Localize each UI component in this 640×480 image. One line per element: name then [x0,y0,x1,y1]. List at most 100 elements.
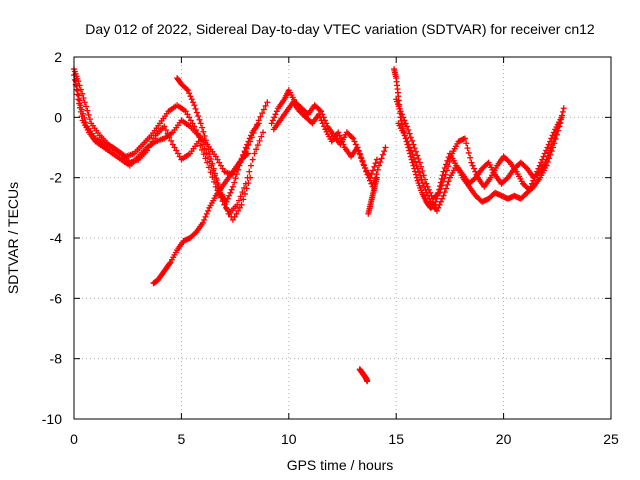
y-tick-label: 0 [54,109,62,125]
data-point [226,210,233,217]
data-point [445,178,452,185]
data-point [556,120,563,127]
data-point [176,153,183,160]
data-point [440,192,447,199]
data-point [212,183,219,190]
data-point [437,198,444,205]
data-point [357,151,364,158]
x-tick-label: 10 [281,431,297,447]
data-point [535,169,542,176]
data-point [205,207,212,214]
data-point [83,103,90,110]
data-point [217,162,224,169]
series-track-i [365,174,380,217]
data-point [244,150,251,157]
data-point [417,172,424,179]
data-point [260,129,267,136]
series-track-h [356,366,371,385]
data-point [371,163,378,170]
data-point [412,171,419,178]
data-point [197,120,204,127]
x-tick-label: 0 [70,431,78,447]
y-tick-label: 2 [54,49,62,65]
data-point [226,192,233,199]
data-point [189,120,196,127]
data-point [245,138,252,145]
data-point [442,171,449,178]
data-point [526,186,533,193]
data-point [339,138,346,145]
x-tick-label: 5 [178,431,186,447]
data-point [415,169,422,176]
data-point [559,108,566,115]
series-track-d [150,150,251,287]
data-point [398,111,405,118]
data-point [414,165,421,172]
data-point [444,181,451,188]
data-point [364,378,371,385]
data-point [359,158,366,165]
data-point [237,158,244,165]
data-point [441,189,448,196]
data-point [193,127,200,134]
data-point [437,186,444,193]
data-point [236,162,243,169]
data-point [318,117,325,124]
data-point [219,165,226,172]
data-point [223,198,230,205]
data-point [382,144,389,151]
data-point [182,108,189,115]
data-point [421,183,428,190]
data-point [409,151,416,158]
data-point [227,189,234,196]
data-point [321,123,328,130]
data-point [316,107,323,114]
data-point [547,145,554,152]
data-point [397,108,404,115]
data-point [150,135,157,142]
x-tick-label: 25 [603,431,619,447]
data-point [527,183,534,190]
data-point [317,114,324,121]
data-point [171,144,178,151]
data-point [337,135,344,142]
chart-title: Day 012 of 2022, Sidereal Day-to-day VTE… [85,21,595,37]
data-point [201,133,208,140]
y-tick-label: -8 [50,351,63,367]
data-point [233,210,240,217]
data-point [413,161,420,168]
data-point [214,180,221,187]
data-point [432,198,439,205]
data-point [241,190,248,197]
data-point [246,168,253,175]
data-point [418,163,425,170]
data-point [200,128,207,135]
axis-ticks: 0 5 10 15 20 25 -10 -8 -6 -4 -2 0 2 [42,49,619,447]
data-point [469,162,476,169]
data-point [440,178,447,185]
data-point [204,141,211,148]
data-point [438,182,445,189]
data-point [470,165,477,172]
data-point [245,180,252,187]
data-point [211,170,218,177]
data-point [262,102,269,109]
data-point [354,144,361,151]
data-point [405,141,412,148]
data-point [373,156,380,163]
data-point [188,96,195,103]
data-point [187,117,194,124]
data-point [76,97,83,104]
data-point [183,85,190,92]
data-point [195,138,202,145]
data-point [235,197,242,204]
data-point [229,216,236,223]
data-point [237,193,244,200]
data-point [184,87,191,94]
data-point [240,151,247,158]
data-point [205,164,212,171]
data-point [315,111,322,118]
data-point [258,133,265,140]
data-point [199,124,206,131]
data-point [544,144,551,151]
